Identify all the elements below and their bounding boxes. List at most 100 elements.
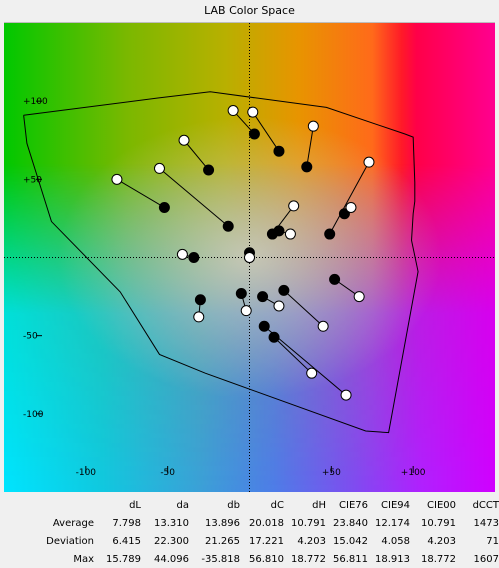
target-point — [153, 162, 165, 174]
measured-point — [194, 294, 206, 306]
measured-point — [235, 287, 247, 299]
target-point — [111, 173, 123, 185]
stats-col-header: dCCT — [472, 499, 499, 511]
axes: +100 +50 -50 -100 -100 -50 +50 +100 — [4, 23, 495, 492]
measured-point — [248, 128, 260, 140]
stats-col-header: dL — [129, 499, 141, 511]
stats-cell: 21.265 — [205, 535, 240, 547]
stats-row-label: Deviation — [46, 535, 94, 547]
delta-links — [116, 110, 370, 396]
measured-point — [188, 252, 200, 263]
delta-link-line — [283, 289, 324, 327]
chart-title: LAB Color Space — [204, 4, 295, 17]
delta-link-line — [329, 161, 370, 235]
y-tick-label: -50 — [23, 332, 38, 342]
target-point — [247, 106, 259, 118]
measured-point — [266, 228, 278, 240]
stats-col-header: db — [227, 499, 240, 511]
stats-cell: 4.058 — [381, 535, 410, 547]
target-point — [363, 156, 375, 168]
lab-color-plot: +100 +50 -50 -100 -100 -50 +50 +100 — [4, 22, 495, 492]
measured-point — [257, 291, 269, 303]
y-tick-label: +50 — [23, 175, 42, 185]
target-point — [306, 367, 318, 379]
stats-col-header: dC — [270, 499, 284, 511]
stats-cell: 13.310 — [154, 517, 189, 529]
stats-cell: 15.789 — [106, 553, 141, 565]
x-tick-label: +100 — [401, 468, 426, 478]
delta-link-line — [183, 139, 209, 171]
gamut-outline — [23, 91, 419, 434]
target-point — [345, 201, 357, 213]
stats-cell: 18.772 — [291, 553, 326, 565]
stats-cell: 4.203 — [427, 535, 456, 547]
stats-cell: 56.810 — [249, 553, 284, 565]
stats-cell: 71 — [486, 535, 499, 547]
stats-col-header: CIE94 — [381, 499, 410, 511]
stats-cell: 10.791 — [291, 517, 326, 529]
stats-table: dL da db dC dH CIE76 CIE94 CIE00 dCCT Average 7.7… — [0, 496, 499, 568]
target-point — [193, 311, 205, 323]
stats-cell: 1473 — [473, 517, 499, 529]
x-tick-label: -100 — [76, 468, 97, 478]
measured-point — [324, 228, 336, 240]
measured-point — [158, 201, 170, 213]
stats-row: Max 15.789 44.096 -35.818 56.810 18.772 56.811… — [0, 550, 499, 568]
stats-row-label: Average — [52, 517, 94, 529]
stats-cell: 15.042 — [333, 535, 368, 547]
stats-row-label: Max — [73, 553, 94, 565]
stats-cell: 4.203 — [297, 535, 326, 547]
delta-link-line — [273, 336, 313, 374]
stats-cell: 6.415 — [112, 535, 141, 547]
target-point — [340, 389, 352, 401]
delta-link-line — [159, 168, 229, 227]
stats-cell: 18.772 — [421, 553, 456, 565]
stats-cell: 20.018 — [249, 517, 284, 529]
stats-row: Deviation 6.415 22.300 21.265 17.221 4.203 15.… — [0, 532, 499, 550]
target-point — [288, 200, 300, 212]
stats-col-header: CIE00 — [427, 499, 456, 511]
y-tick-label: -100 — [23, 410, 44, 420]
stats-row: Average 7.798 13.310 13.896 20.018 10.791 23.8… — [0, 514, 499, 532]
target-point — [317, 320, 329, 332]
stats-body: Average 7.798 13.310 13.896 20.018 10.791 23.8… — [0, 514, 499, 568]
stats-cell: -35.818 — [201, 553, 240, 565]
measured-point — [278, 284, 290, 296]
stats-cell: 17.221 — [249, 535, 284, 547]
stats-header-row: dL da db dC dH CIE76 CIE94 CIE00 dCCT — [0, 496, 499, 514]
target-point — [307, 120, 319, 132]
stats-cell: 44.096 — [154, 553, 189, 565]
target-point — [176, 248, 188, 260]
stats-cell: 12.174 — [375, 517, 410, 529]
measured-point — [268, 331, 280, 343]
delta-link-line — [116, 178, 165, 208]
plot-svg: +100 +50 -50 -100 -100 -50 +50 +100 — [4, 23, 495, 492]
stats-col-header: dH — [312, 499, 326, 511]
stats-col-header: da — [176, 499, 189, 511]
stats-col-header: CIE76 — [339, 499, 368, 511]
gamut-polyline — [23, 91, 419, 434]
delta-link-line — [306, 126, 314, 167]
stats-cell: 23.840 — [333, 517, 368, 529]
target-point — [244, 252, 255, 263]
stats-cell: 1607 — [473, 553, 499, 565]
measured-point — [203, 164, 215, 176]
measured-point — [222, 220, 234, 232]
stats-cell: 18.913 — [375, 553, 410, 565]
x-tick-label: -50 — [160, 468, 175, 478]
x-tick-label: +50 — [322, 468, 341, 478]
stats-header-corner — [0, 496, 96, 514]
data-points — [111, 105, 375, 401]
stats-cell: 13.896 — [205, 517, 240, 529]
target-point — [284, 228, 296, 240]
y-tick-label: +100 — [23, 97, 48, 107]
measured-point — [338, 208, 350, 220]
measured-point — [329, 273, 341, 285]
stats-cell: 22.300 — [154, 535, 189, 547]
stats-cell: 7.798 — [112, 517, 141, 529]
target-point — [353, 291, 365, 303]
measured-point — [258, 320, 270, 332]
target-point — [227, 105, 239, 117]
target-point — [178, 134, 190, 146]
target-point — [273, 300, 285, 312]
